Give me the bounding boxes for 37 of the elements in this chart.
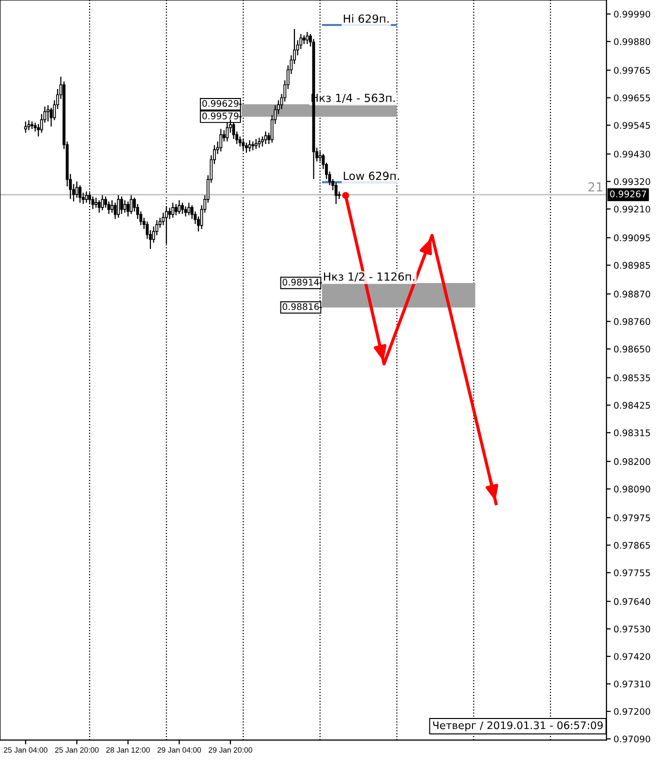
- y-tick-label: 0.98090: [614, 486, 650, 492]
- y-tick-label: 0.97530: [614, 626, 650, 632]
- annotation: 0.98914: [282, 278, 319, 286]
- y-tick-label: 0.99430: [614, 150, 650, 158]
- y-tick-label: 0.98425: [614, 402, 650, 409]
- y-tick-label: 0.99655: [614, 94, 650, 102]
- y-tick-label: 0.97420: [614, 653, 650, 660]
- ref-line-label: Low 629п.: [344, 172, 399, 180]
- y-tick-label: 0.99765: [614, 66, 650, 74]
- y-tick-label: 0.98315: [614, 429, 650, 436]
- annotation: 0.99629: [202, 100, 238, 107]
- y-tick-label: 0.99990: [614, 10, 650, 18]
- y-tick-label: 0.98985: [614, 262, 650, 269]
- annotation: Четверг / 2019.01.31 - 06:57:09: [433, 721, 603, 732]
- y-tick-label: 0.98870: [614, 290, 650, 298]
- y-tick-label: 0.97310: [614, 680, 650, 688]
- y-tick-label: 0.99880: [614, 38, 650, 46]
- y-tick-label: 0.97755: [614, 569, 650, 576]
- y-tick-label: 0.98650: [614, 346, 650, 352]
- y-tick-label: 0.97090: [614, 736, 650, 742]
- y-tick-label: 0.99095: [614, 234, 650, 242]
- ref-line-label: Hi 629п.: [344, 14, 389, 23]
- y-tick-label: 0.98200: [614, 458, 650, 465]
- ref-line-label: 0.99267: [610, 190, 646, 198]
- y-tick-label: 0.97975: [614, 514, 650, 522]
- y-tick-label: 0.98760: [614, 318, 650, 325]
- annotation: 0.99579: [202, 112, 238, 120]
- band-label: Нкз 1/2 - 1126п.: [324, 272, 414, 282]
- y-tick-label: 0.97865: [614, 542, 650, 549]
- annotation: 21: [588, 182, 602, 192]
- y-tick-label: 0.99320: [614, 178, 650, 186]
- annotation: 0.98816: [282, 303, 319, 310]
- y-tick-label: 0.98535: [614, 374, 650, 382]
- y-tick-label: 0.97200: [614, 708, 650, 715]
- y-tick-label: 0.99545: [614, 122, 650, 129]
- y-tick-label: 0.99210: [614, 206, 650, 213]
- y-tick-label: 0.97640: [614, 598, 650, 605]
